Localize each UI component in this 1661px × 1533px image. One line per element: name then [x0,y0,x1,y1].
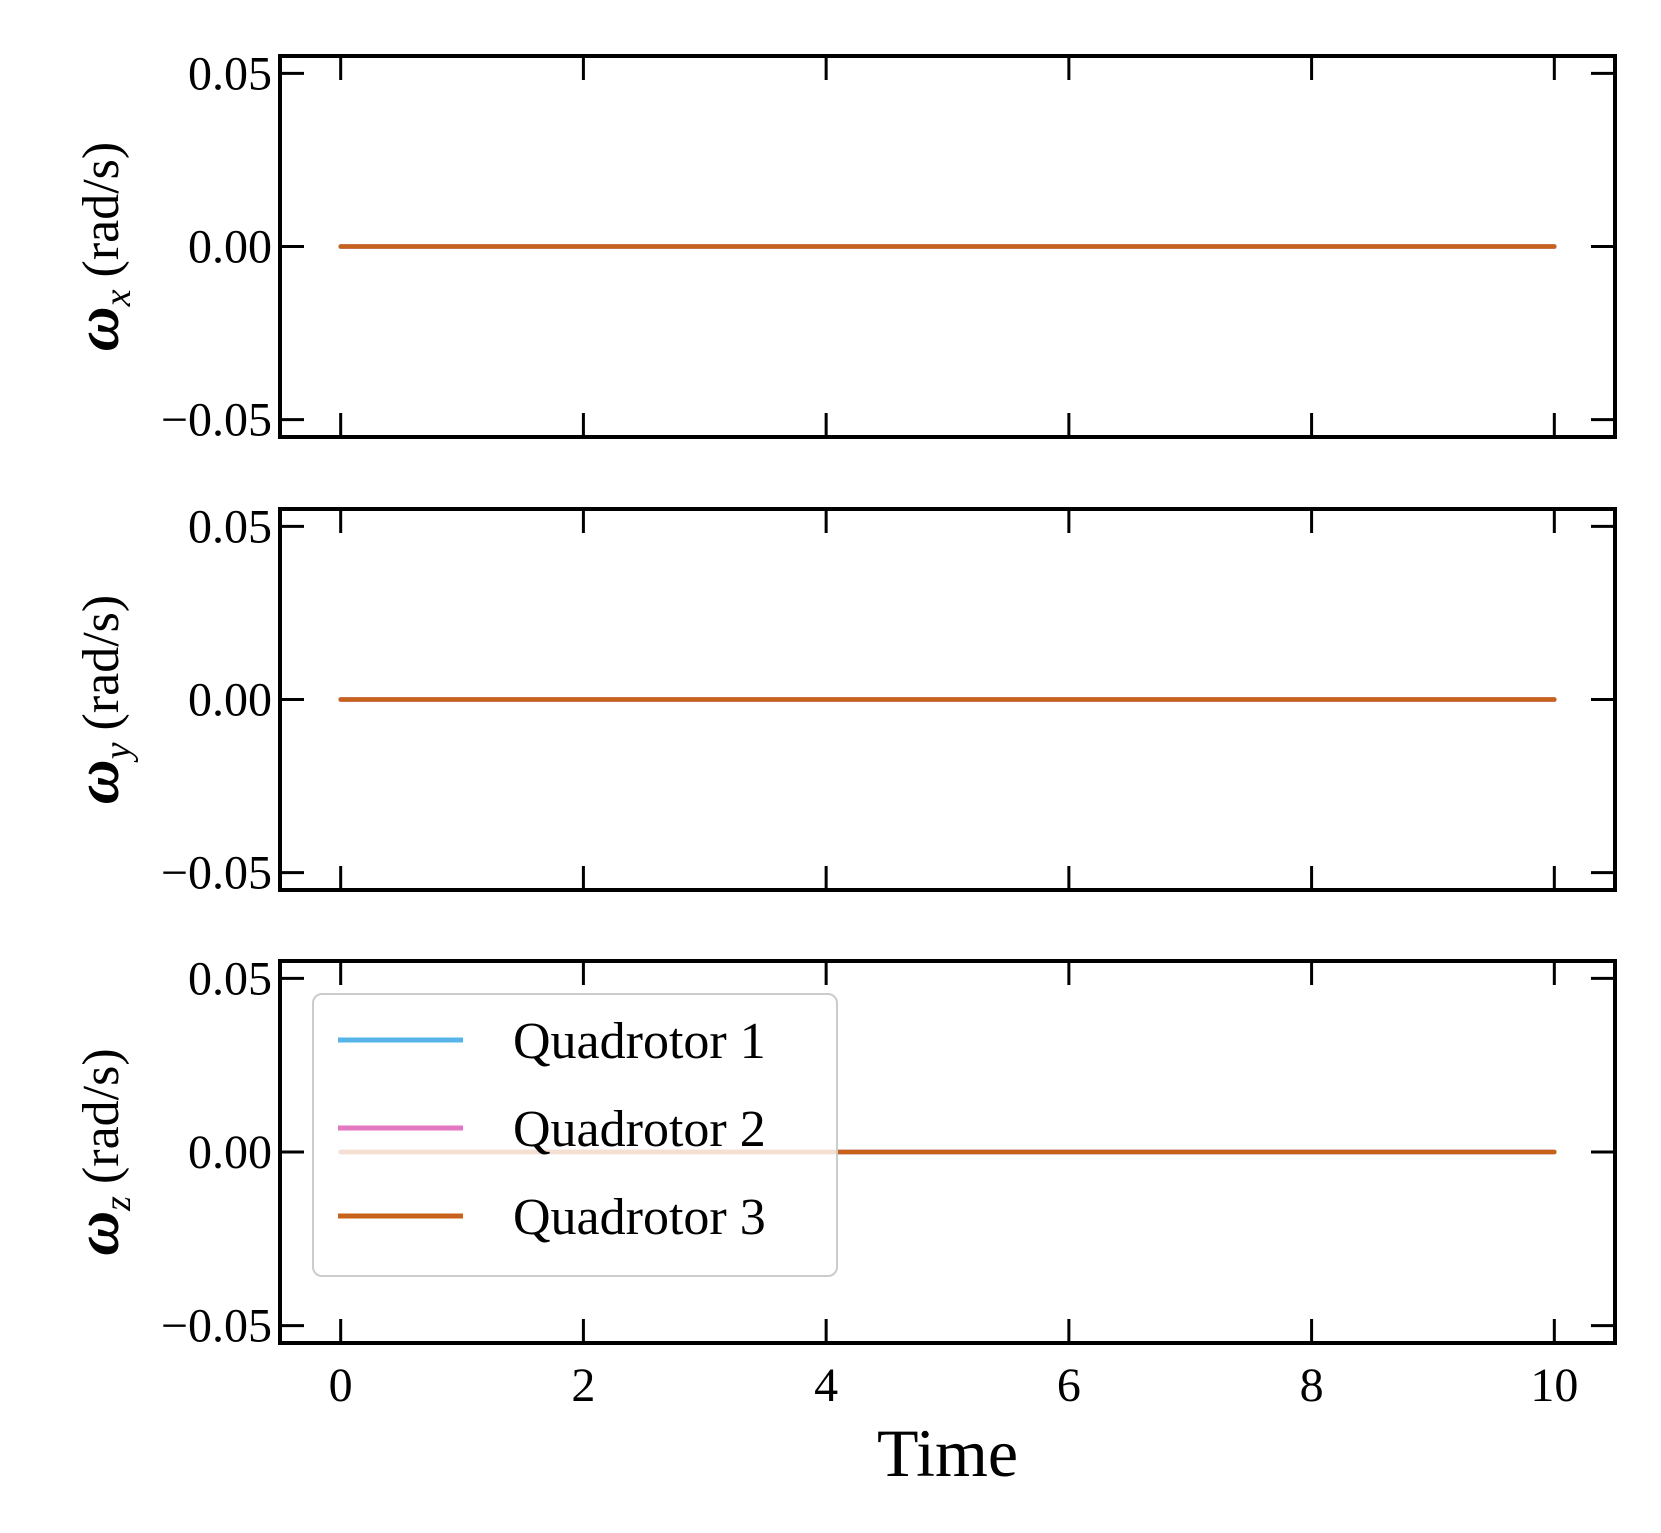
y-tick-label: 0.00 [188,1126,272,1179]
x-tick-label: 10 [1530,1359,1578,1412]
legend-label-1: Quadrotor 1 [513,1013,766,1070]
y-axis-label: ωy (rad/s) [64,595,139,804]
y-tick-label: 0.05 [188,500,272,553]
y-axis-label: ωz (rad/s) [64,1048,139,1255]
y-tick-label: −0.05 [161,847,272,900]
legend-label-3: Quadrotor 3 [513,1189,766,1246]
y-tick-label: 0.05 [188,952,272,1005]
y-axis-symbol: ω [64,306,132,351]
y-axis-subscript: z [97,1196,139,1212]
y-axis-units: (rad/s) [73,595,130,731]
y-tick-label: −0.05 [161,394,272,447]
x-tick-label: 4 [814,1359,838,1412]
y-tick-label: −0.05 [161,1300,272,1353]
y-axis-subscript: x [97,289,139,307]
y-axis-subscript: y [97,742,139,763]
y-axis-symbol: ω [64,1211,132,1256]
x-axis-label: Time [877,1415,1018,1491]
legend: Quadrotor 1 Quadrotor 2 Quadrotor 3 [312,993,838,1277]
y-axis-label: ωx (rad/s) [64,142,139,351]
x-tick-label: 6 [1057,1359,1081,1412]
y-tick-label: 0.05 [188,47,272,100]
x-tick-label: 0 [329,1359,353,1412]
x-tick-label: 8 [1300,1359,1324,1412]
legend-label-2: Quadrotor 2 [513,1101,766,1158]
y-tick-label: 0.00 [188,674,272,727]
y-axis-units: (rad/s) [73,142,130,278]
legend-box [312,993,838,1277]
y-axis-units: (rad/s) [73,1048,130,1184]
subplot-3: 0 2 4 6 8 10 −0.05 0.00 0.05 ωz (rad/s) Time Quadrot… [64,952,1617,1491]
x-tick-label: 2 [571,1359,595,1412]
y-tick-label: 0.00 [188,221,272,274]
subplot-1: −0.05 0.00 0.05 ωx (rad/s) [64,47,1617,447]
y-axis-symbol: ω [64,759,132,804]
subplot-2: −0.05 0.00 0.05 ωy (rad/s) [64,500,1617,900]
